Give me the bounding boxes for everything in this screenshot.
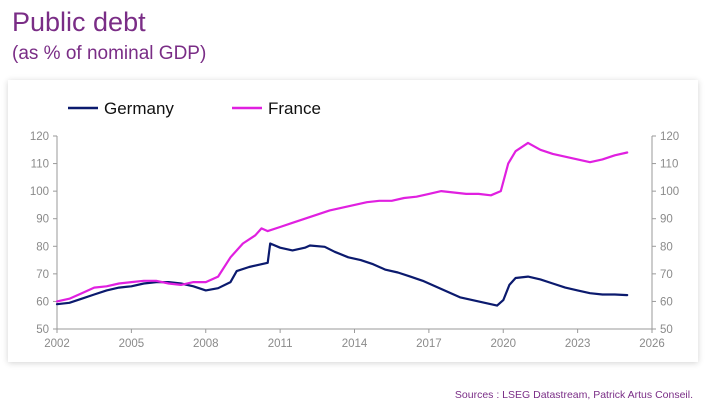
x-tick-label: 2005	[119, 338, 145, 350]
legend: Germany France	[68, 99, 321, 118]
x-tick-label: 2020	[490, 338, 516, 350]
x-tick-label: 2002	[44, 338, 70, 350]
x-tick-label: 2017	[416, 338, 442, 350]
legend-label-germany: Germany	[104, 99, 174, 118]
x-tick-label: 2023	[565, 338, 591, 350]
y-tick-label-left: 110	[31, 159, 49, 171]
x-tick-label: 2011	[268, 338, 293, 350]
y-tick-label-left: 60	[36, 296, 49, 308]
y-tick-label-left: 70	[36, 269, 49, 281]
series-layer	[55, 141, 629, 307]
y-tick-label-right: 80	[660, 241, 673, 253]
legend-label-france: France	[268, 99, 321, 118]
x-tick-label: 2008	[193, 338, 219, 350]
series-line-germany	[55, 242, 629, 307]
page-title: Public debt	[12, 7, 146, 37]
y-tick-label-right: 90	[660, 214, 673, 226]
y-tick-label-left: 100	[30, 186, 49, 198]
y-tick-label-right: 70	[660, 269, 673, 281]
sources-note: Sources : LSEG Datastream, Patrick Artus…	[454, 389, 693, 401]
y-tick-label-right: 120	[660, 131, 679, 143]
x-tick-label: 2014	[342, 338, 368, 350]
page-subtitle: (as % of nominal GDP)	[12, 43, 207, 64]
y-tick-label-right: 50	[660, 324, 673, 336]
y-tick-label-right: 100	[660, 186, 679, 198]
line-chart: 50 50 60 60 70 70 80 80 90 90 100 100 110 110 120 120 20…	[30, 99, 679, 350]
y-tick-label-left: 50	[36, 324, 49, 336]
chart-panel: 50 50 60 60 70 70 80 80 90 90 100 100 110 110 120 120 20…	[8, 80, 698, 362]
y-tick-label-left: 80	[36, 241, 49, 253]
y-tick-label-right: 110	[660, 159, 678, 171]
axes-layer: 50 50 60 60 70 70 80 80 90 90 100 100 110 110 120 120 20…	[30, 131, 679, 350]
series-line-france	[55, 141, 629, 303]
y-tick-label-left: 90	[36, 214, 49, 226]
x-tick-label: 2026	[639, 338, 665, 350]
y-tick-label-right: 60	[660, 296, 673, 308]
y-tick-label-left: 120	[30, 131, 49, 143]
